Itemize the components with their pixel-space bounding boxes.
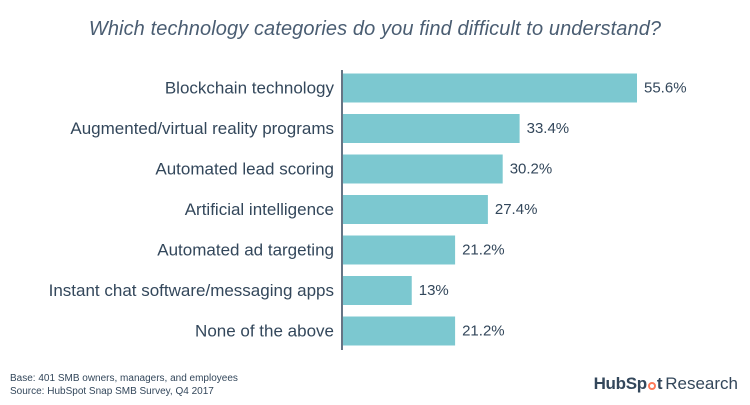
category-label: Automated ad targeting bbox=[157, 241, 334, 260]
bar bbox=[343, 316, 456, 346]
data-label: 30.2% bbox=[510, 161, 553, 178]
data-label: 27.4% bbox=[495, 201, 538, 218]
category-label: None of the above bbox=[195, 322, 334, 341]
category-label: Artificial intelligence bbox=[185, 200, 334, 219]
sprocket-icon bbox=[647, 382, 656, 390]
data-label: 13% bbox=[419, 282, 449, 299]
footnote: Base: 401 SMB owners, managers, and empl… bbox=[10, 372, 238, 398]
category-label: Instant chat software/messaging apps bbox=[49, 281, 334, 300]
category-label: Blockchain technology bbox=[165, 79, 335, 98]
data-label: 21.2% bbox=[462, 323, 505, 340]
brand-wordmark: HubSp t bbox=[593, 374, 663, 393]
chart-title: Which technology categories do you find … bbox=[88, 18, 662, 40]
data-label: 21.2% bbox=[462, 242, 505, 259]
footnote-source: Source: HubSpot Snap SMB Survey, Q4 2017 bbox=[10, 386, 214, 397]
bar bbox=[343, 114, 520, 143]
data-label: 55.6% bbox=[644, 80, 687, 97]
bar bbox=[343, 154, 503, 184]
bar bbox=[343, 73, 637, 103]
data-label: 33.4% bbox=[527, 120, 570, 137]
category-label: Automated lead scoring bbox=[155, 160, 334, 179]
bar bbox=[343, 235, 456, 265]
category-label: Augmented/virtual reality programs bbox=[70, 119, 334, 138]
bar bbox=[343, 195, 488, 224]
hubspot-research-logo: HubSp t Research bbox=[594, 374, 738, 394]
brand-research-label: Research bbox=[665, 374, 738, 393]
bar bbox=[343, 276, 412, 305]
footnote-base: Base: 401 SMB owners, managers, and empl… bbox=[10, 373, 238, 384]
